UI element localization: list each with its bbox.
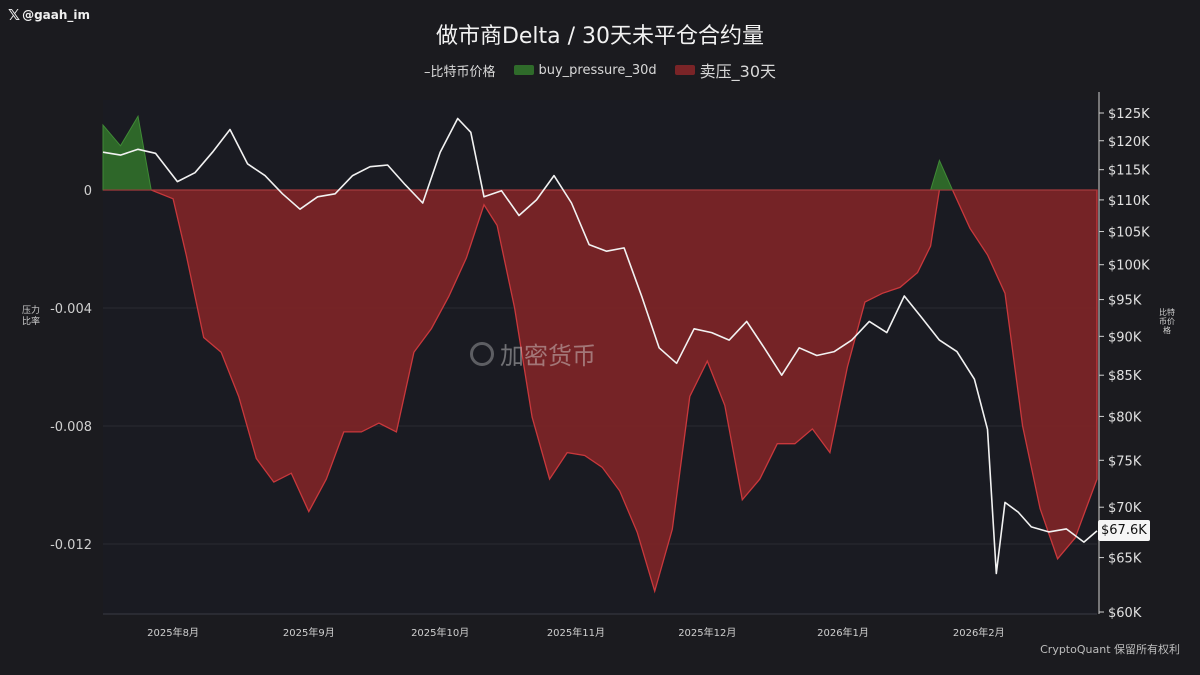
y-left-tick-label: -0.004 [50,302,92,317]
y-right-tick-label: $85K [1108,369,1142,384]
y-axis-right-label: 比特币价格 [1159,308,1175,335]
axis-layer: 0 -0.004 -0.008 -0.012 $125K $120K $115K $110K $… [50,92,1150,639]
y-left-tick-label: -0.012 [50,538,92,553]
y-right-tick-label: $120K [1108,135,1150,150]
legend-item-buy: buy_pressure_30d [513,62,657,78]
pressure-area-layer [102,114,1098,594]
y-right-tick-label: $65K [1108,552,1142,567]
y-axis-left-label: 压力 比率 [22,306,41,327]
legend-item-sell: 卖压_30天 [674,58,777,82]
y-right-tick-label: $100K [1108,259,1150,274]
x-tick-label: 2025年9月 [283,626,335,639]
y-right-tick-label: $70K [1108,501,1142,516]
watermark: 加密货币 [470,336,596,371]
x-tick-label: 2026年2月 [953,626,1005,639]
price-line-layer [102,117,1098,575]
watermark-handle: 𝕏 @gaah_im [8,6,90,24]
y-left-tick-label: -0.008 [50,420,92,435]
y-left-tick-label: 0 [84,184,92,199]
y-right-tick-label: $95K [1108,294,1142,309]
y-right-tick-label: $105K [1108,226,1150,241]
watermark-text: 加密货币 [500,342,596,370]
x-tick-label: 2025年12月 [678,626,736,639]
y-right-tick-label: $125K [1108,107,1150,122]
x-tick-label: 2026年1月 [817,626,869,639]
legend-item-price: –比特币价格 [424,61,496,80]
legend-label-sell: 卖压_30天 [699,62,777,81]
last-price-tag: $67.6K [1098,520,1150,541]
x-tick-label: 2025年8月 [147,626,199,639]
y-right-tick-label: $90K [1108,330,1142,345]
legend-label-buy: buy_pressure_30d [538,62,657,78]
x-tick-label: 2025年10月 [411,626,469,639]
legend-swatch-buy [513,65,534,75]
price-line [102,117,1098,575]
x-logo-icon: 𝕏 [8,6,21,24]
watermark-logo-icon [470,341,494,366]
legend-label-price: –比特币价格 [423,64,496,80]
chart-legend: –比特币价格 buy_pressure_30d 卖压_30天 [0,58,1200,82]
footer-credit: CryptoQuant 保留所有权利 [1040,643,1180,656]
x-tick-label: 2025年11月 [547,626,605,639]
y-right-tick-label: $80K [1108,410,1142,425]
y-right-tick-label: $75K [1108,454,1142,469]
y-right-tick-label: $110K [1108,194,1150,209]
legend-swatch-sell [674,65,695,75]
chart-title: 做市商Delta / 30天未平仓合约量 [435,24,765,49]
y-right-tick-label: $115K [1108,164,1150,179]
handle-text: @gaah_im [22,8,91,22]
y-right-tick-label: $60K [1108,606,1142,621]
